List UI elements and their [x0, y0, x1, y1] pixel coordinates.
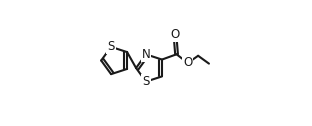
Text: O: O — [183, 56, 193, 70]
Text: S: S — [107, 40, 115, 53]
Text: O: O — [170, 28, 180, 41]
Text: N: N — [142, 48, 150, 61]
Text: S: S — [142, 75, 150, 88]
